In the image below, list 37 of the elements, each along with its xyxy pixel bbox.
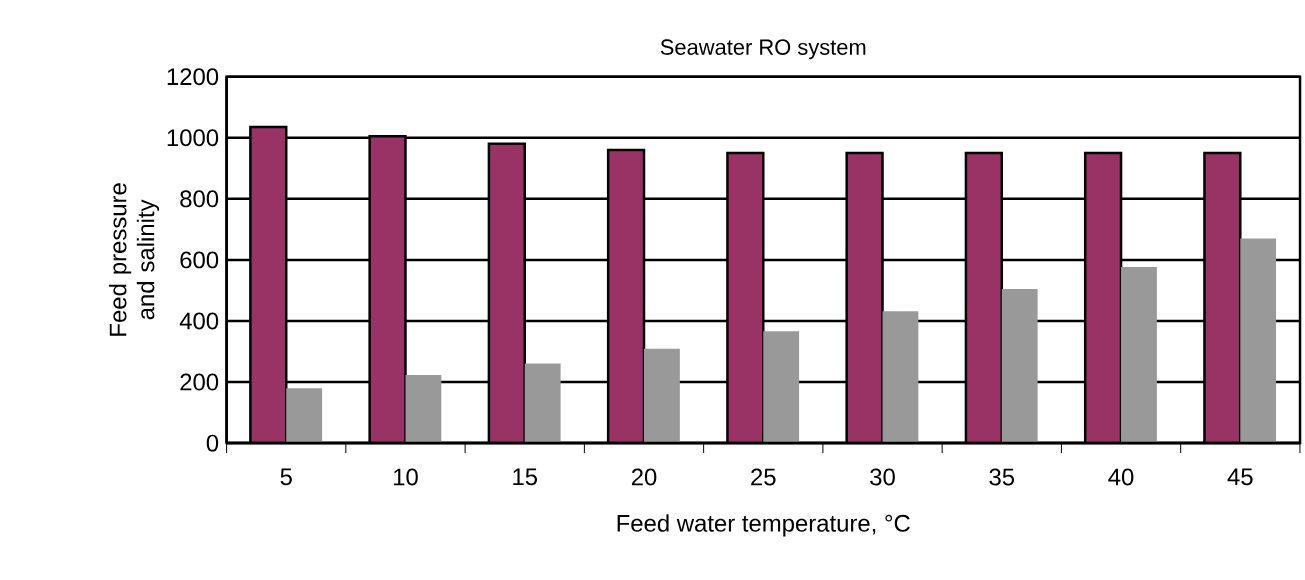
bar xyxy=(524,363,561,444)
y-tick-label: 600 xyxy=(180,251,219,269)
x-tick-label: 35 xyxy=(989,468,1015,486)
x-tick-label: 25 xyxy=(751,468,776,486)
x-tick-label: 10 xyxy=(394,468,418,486)
x-tick-label: 5 xyxy=(280,468,292,486)
bar xyxy=(368,135,407,444)
bar xyxy=(1240,238,1277,444)
x-tick-label: 45 xyxy=(1227,468,1253,486)
x-tick-label: 30 xyxy=(870,468,895,486)
bar xyxy=(845,152,884,444)
bar xyxy=(487,142,526,444)
y-tick-label: 0 xyxy=(206,434,219,452)
bar xyxy=(644,348,680,444)
x-tick-label: 15 xyxy=(513,468,538,486)
bar xyxy=(1001,289,1038,444)
bar xyxy=(763,331,800,444)
y-tick-label: 800 xyxy=(180,190,219,208)
y-tick-label: 1200 xyxy=(167,68,219,86)
y-axis-title: Feed pressure and salinity xyxy=(108,183,160,336)
bar xyxy=(249,126,288,444)
bar xyxy=(1203,152,1242,444)
bar xyxy=(882,311,919,444)
bar xyxy=(1083,152,1123,444)
y-tick-label: 200 xyxy=(180,373,219,391)
bar xyxy=(606,148,646,444)
y-tick-label: 1000 xyxy=(167,129,219,147)
x-axis-title: Feed water temperature, °C xyxy=(617,514,910,537)
x-tick-label: 20 xyxy=(631,468,657,486)
y-tick-label: 400 xyxy=(179,312,219,330)
chart-title: Seawater RO system xyxy=(660,39,866,60)
bar xyxy=(964,152,1004,444)
bar xyxy=(726,152,765,444)
bar xyxy=(1121,267,1157,444)
bar xyxy=(286,388,323,444)
x-tick-label: 40 xyxy=(1108,468,1134,486)
bar xyxy=(405,375,442,444)
